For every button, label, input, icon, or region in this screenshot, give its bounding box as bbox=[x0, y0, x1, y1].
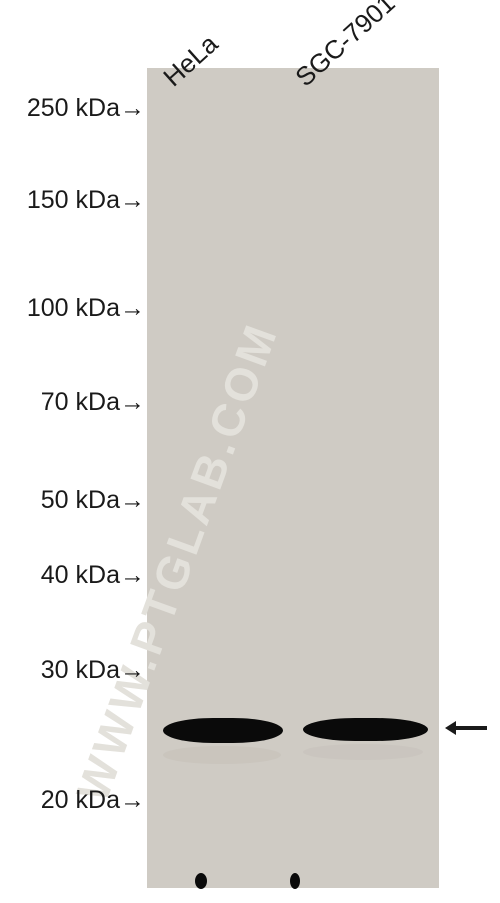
result-arrow-head bbox=[445, 721, 456, 735]
result-arrow-line bbox=[452, 726, 487, 730]
mw-marker: 100 kDa→ bbox=[27, 294, 145, 323]
result-arrow bbox=[445, 721, 487, 735]
mw-marker: 150 kDa→ bbox=[27, 186, 145, 215]
mw-marker: 50 kDa→ bbox=[41, 486, 145, 515]
protein-band bbox=[303, 718, 428, 741]
mw-marker: 250 kDa→ bbox=[27, 94, 145, 123]
smudge bbox=[163, 746, 281, 764]
figure-container: WWW.PTGLAB.COM 250 kDa→150 kDa→100 kDa→7… bbox=[0, 0, 500, 903]
protein-band bbox=[163, 718, 283, 743]
mw-marker: 70 kDa→ bbox=[41, 388, 145, 417]
mw-marker: 20 kDa→ bbox=[41, 786, 145, 815]
bottom-dot bbox=[195, 873, 207, 889]
smudge bbox=[303, 744, 423, 760]
mw-marker: 40 kDa→ bbox=[41, 561, 145, 590]
mw-marker: 30 kDa→ bbox=[41, 656, 145, 685]
bottom-dot bbox=[290, 873, 300, 889]
blot-membrane bbox=[147, 68, 439, 888]
